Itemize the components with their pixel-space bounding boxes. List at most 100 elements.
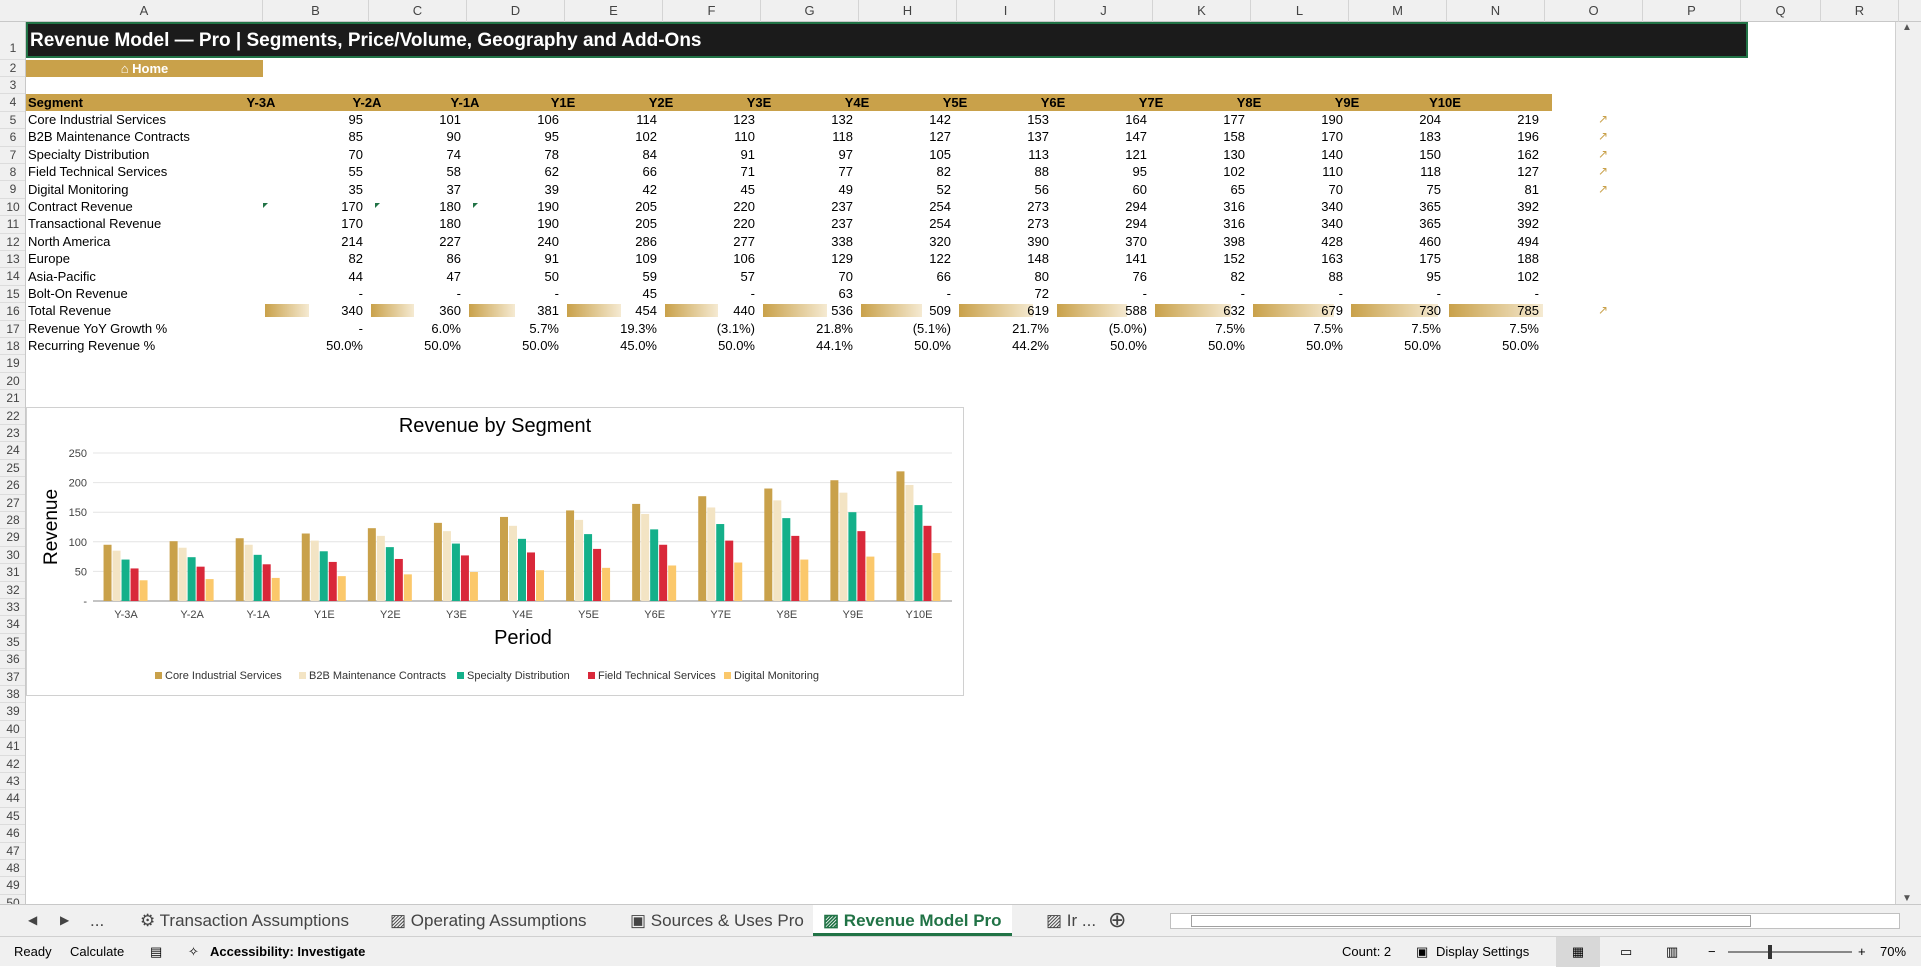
row-header[interactable]: 32 <box>0 582 25 599</box>
table-cell[interactable]: 113 <box>1028 146 1049 162</box>
table-cell[interactable]: 205 <box>635 216 657 232</box>
table-cell[interactable]: (3.1%) <box>716 320 755 336</box>
column-header-o[interactable]: O <box>1545 0 1643 22</box>
sheet-title-cell[interactable]: Revenue Model — Pro | Segments, Price/Vo… <box>26 22 1748 58</box>
table-cell[interactable]: 19.3% <box>620 320 657 336</box>
column-header-p[interactable]: P <box>1643 0 1741 22</box>
accessibility-status[interactable]: Accessibility: Investigate <box>210 944 366 959</box>
table-cell[interactable]: 82 <box>936 164 951 180</box>
table-cell[interactable]: 180 <box>439 199 461 214</box>
table-cell[interactable]: 398 <box>1223 233 1245 249</box>
zoom-slider[interactable] <box>1728 945 1852 959</box>
row-header[interactable]: 4 <box>0 94 25 112</box>
column-header-r[interactable]: R <box>1821 0 1899 22</box>
row-header[interactable]: 13 <box>0 251 25 269</box>
table-cell[interactable]: 220 <box>733 216 755 232</box>
table-cell[interactable]: 84 <box>642 146 657 162</box>
table-cell[interactable]: 177 <box>1223 112 1245 127</box>
table-cell[interactable]: 7.5% <box>1509 320 1539 336</box>
table-cell[interactable]: (5.1%) <box>912 320 951 336</box>
table-cell[interactable]: 95 <box>544 129 559 145</box>
table-cell[interactable]: 50.0% <box>718 338 755 354</box>
table-cell[interactable]: 153 <box>1027 112 1049 127</box>
row-header[interactable]: 30 <box>0 547 25 565</box>
table-cell[interactable]: 170 <box>341 199 363 214</box>
table-cell[interactable]: 57 <box>740 268 755 284</box>
table-cell[interactable]: - <box>1142 286 1147 301</box>
row-header[interactable]: 23 <box>0 425 25 443</box>
column-header-l[interactable]: L <box>1251 0 1349 22</box>
table-cell[interactable]: 50.0% <box>326 338 363 354</box>
table-cell[interactable]: 320 <box>929 233 951 249</box>
table-cell[interactable]: 381 <box>537 303 559 319</box>
row-label[interactable]: Bolt-On Revenue <box>28 286 128 301</box>
table-cell[interactable]: 127 <box>929 129 951 145</box>
table-cell[interactable]: 188 <box>1517 251 1539 267</box>
table-cell[interactable]: 148 <box>1027 251 1049 267</box>
worksheet-grid[interactable]: Revenue Model — Pro | Segments, Price/Vo… <box>26 22 1895 904</box>
table-cell[interactable]: 44.2% <box>1012 338 1049 354</box>
macro-record-icon[interactable]: ▤ <box>150 944 163 959</box>
row-header[interactable]: 42 <box>0 756 25 773</box>
column-header-e[interactable]: E <box>565 0 663 22</box>
row-header[interactable]: 1 <box>0 22 25 60</box>
table-cell[interactable]: 7.5% <box>1411 320 1441 336</box>
table-cell[interactable]: 162 <box>1517 146 1539 162</box>
table-cell[interactable]: 101 <box>439 112 461 127</box>
table-cell[interactable]: 340 <box>1321 199 1343 214</box>
column-header-k[interactable]: K <box>1153 0 1251 22</box>
table-cell[interactable]: 316 <box>1223 199 1245 214</box>
row-header[interactable]: 47 <box>0 843 25 860</box>
table-cell[interactable]: - <box>1436 286 1441 301</box>
table-cell[interactable]: 118 <box>832 129 853 145</box>
display-settings-icon[interactable]: ▣ <box>1416 944 1429 959</box>
table-cell[interactable]: 392 <box>1517 216 1539 232</box>
table-cell[interactable]: 137 <box>1027 129 1049 145</box>
table-cell[interactable]: - <box>1338 286 1343 301</box>
table-cell[interactable]: 56 <box>1034 181 1049 197</box>
table-cell[interactable]: 75 <box>1426 181 1441 197</box>
table-cell[interactable]: 175 <box>1419 251 1441 267</box>
table-cell[interactable]: 81 <box>1524 181 1539 197</box>
table-cell[interactable]: 82 <box>1230 268 1245 284</box>
table-cell[interactable]: 240 <box>537 233 559 249</box>
column-header-g[interactable]: G <box>761 0 859 22</box>
table-cell[interactable]: 118 <box>1420 164 1441 180</box>
table-cell[interactable]: 196 <box>1517 129 1539 145</box>
column-header-i[interactable]: I <box>957 0 1055 22</box>
table-cell[interactable]: 440 <box>733 303 755 319</box>
table-cell[interactable]: 70 <box>838 268 853 284</box>
table-cell[interactable]: 219 <box>1517 112 1539 127</box>
table-cell[interactable]: 190 <box>1321 112 1343 127</box>
table-cell[interactable]: 164 <box>1125 112 1147 127</box>
table-cell[interactable]: 86 <box>446 251 461 267</box>
row-header[interactable]: 43 <box>0 773 25 791</box>
column-header-f[interactable]: F <box>663 0 761 22</box>
table-cell[interactable]: 785 <box>1517 303 1539 319</box>
row-label[interactable]: Asia-Pacific <box>28 268 96 284</box>
table-cell[interactable]: 163 <box>1321 251 1343 267</box>
table-cell[interactable]: 122 <box>929 251 951 267</box>
table-cell[interactable]: 227 <box>439 233 461 249</box>
row-header[interactable]: 21 <box>0 390 25 408</box>
column-header-c[interactable]: C <box>369 0 467 22</box>
table-cell[interactable]: 316 <box>1223 216 1245 232</box>
row-label[interactable]: Contract Revenue <box>28 199 133 214</box>
table-cell[interactable]: - <box>358 320 363 336</box>
table-cell[interactable]: 74 <box>446 146 461 162</box>
table-cell[interactable]: 42 <box>642 181 657 197</box>
table-cell[interactable]: 129 <box>831 251 853 267</box>
table-cell[interactable]: 80 <box>1034 268 1049 284</box>
table-cell[interactable]: 142 <box>929 112 951 127</box>
table-cell[interactable]: 130 <box>1223 146 1245 162</box>
row-header[interactable]: 44 <box>0 790 25 808</box>
table-cell[interactable]: 102 <box>635 129 657 145</box>
table-cell[interactable]: 50.0% <box>424 338 461 354</box>
row-label[interactable]: Revenue YoY Growth % <box>28 320 168 336</box>
table-cell[interactable]: 49 <box>838 181 853 197</box>
column-header-m[interactable]: M <box>1349 0 1447 22</box>
table-cell[interactable]: 6.0% <box>431 320 461 336</box>
horizontal-scrollbar[interactable] <box>1170 913 1900 929</box>
row-label[interactable]: Transactional Revenue <box>28 216 162 232</box>
table-cell[interactable]: 35 <box>348 181 363 197</box>
